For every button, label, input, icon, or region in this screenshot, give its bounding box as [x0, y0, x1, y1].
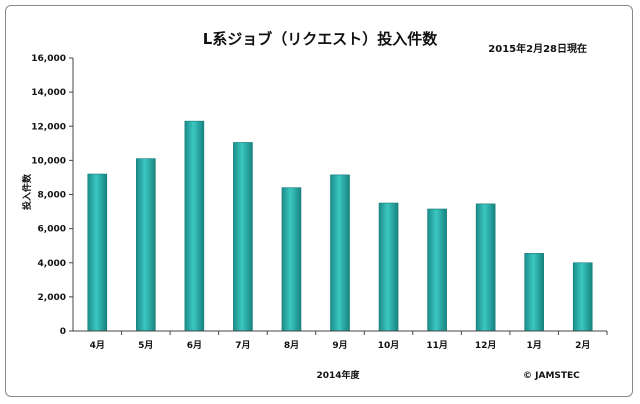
x-tick-label: 7月 — [235, 340, 250, 351]
y-tick-label: 8,000 — [38, 191, 66, 201]
x-axis-ticks: 4月 5月 6月 7月 8月 9月 10月 11月 12月 1月 2月 — [90, 331, 608, 351]
y-axis-ticks: 0 2,000 4,000 6,000 8,000 10,000 12,000 14,000 1… — [31, 54, 73, 337]
bar-4 — [233, 142, 253, 332]
y-tick-label: 0 — [60, 327, 66, 337]
x-tick-label: 9月 — [332, 340, 347, 351]
bar-3 — [184, 120, 205, 332]
y-tick-label: 16,000 — [31, 54, 66, 64]
chart-frame — [5, 5, 633, 397]
x-tick-label: 12月 — [475, 340, 497, 351]
chart-title: L系ジョブ（リクエスト）投入件数 — [203, 30, 439, 48]
x-tick-label: 1月 — [527, 340, 542, 351]
bar-6 — [330, 174, 350, 332]
bars — [87, 120, 593, 332]
x-axis-label: 2014年度 — [316, 369, 360, 381]
bar-5 — [281, 187, 302, 332]
x-tick-label: 10月 — [378, 340, 400, 351]
bar-9 — [475, 203, 496, 332]
x-tick-label: 8月 — [284, 340, 299, 351]
y-tick-label: 6,000 — [38, 225, 66, 235]
y-tick-label: 12,000 — [31, 122, 66, 132]
bar-10 — [524, 253, 544, 332]
y-tick-label: 4,000 — [38, 259, 66, 269]
x-tick-label: 4月 — [90, 340, 105, 351]
bar-2 — [136, 158, 156, 332]
bar-1 — [87, 173, 108, 332]
y-tick-label: 14,000 — [31, 88, 66, 98]
x-tick-label: 6月 — [187, 340, 202, 351]
y-tick-label: 10,000 — [31, 156, 66, 166]
copyright-credit: © JAMSTEC — [523, 371, 580, 381]
x-tick-label: 11月 — [426, 340, 448, 351]
bar-11 — [572, 262, 593, 332]
y-axis-label: 投入件数 — [21, 173, 33, 210]
bar-7 — [378, 202, 399, 332]
bar-8 — [427, 208, 447, 332]
x-tick-label: 5月 — [138, 340, 153, 351]
date-note: 2015年2月28日現在 — [488, 42, 587, 55]
y-tick-label: 2,000 — [38, 293, 66, 303]
x-tick-label: 2月 — [575, 340, 590, 351]
